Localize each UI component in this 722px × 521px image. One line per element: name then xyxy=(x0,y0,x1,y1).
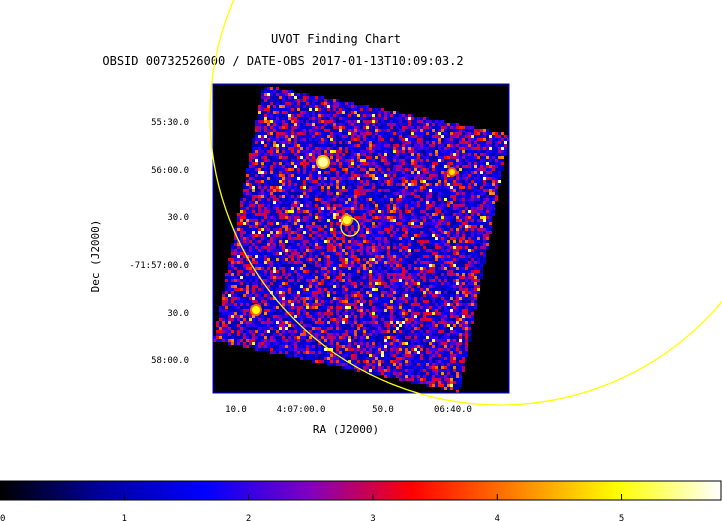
colorbar-tick-label: 5 xyxy=(619,514,624,521)
image-panel xyxy=(212,83,510,394)
x-tick-label: 10.0 xyxy=(225,405,247,415)
colorbar-ticks: 0 1 2 3 4 5 xyxy=(0,494,624,521)
colorbar-tick-label: 2 xyxy=(246,514,251,521)
source-b xyxy=(252,306,260,314)
bright-sources xyxy=(250,155,457,316)
colorbar-tick-label: 1 xyxy=(122,514,127,521)
x-tick-label: 06:40.0 xyxy=(434,405,472,415)
y-tick-label: 56:00.0 xyxy=(151,166,189,176)
x-axis-label: RA (J2000) xyxy=(313,423,379,436)
y-tick-label: 58:00.0 xyxy=(151,356,189,366)
colorbar: 0 1 2 3 4 5 xyxy=(0,480,722,521)
colorbar-tick-label: 0 xyxy=(0,514,5,521)
y-tick-label: 30.0 xyxy=(167,309,189,319)
y-tick-label: -71:57:00.0 xyxy=(129,261,189,271)
x-tick-label: 4:07:00.0 xyxy=(277,405,326,415)
x-tick-label: 50.0 xyxy=(372,405,394,415)
colorbar-tick-label: 3 xyxy=(370,514,375,521)
error-circle-large xyxy=(209,0,722,406)
chart-title: UVOT Finding Chart xyxy=(271,32,401,46)
colorbar-tick-label: 4 xyxy=(495,514,500,521)
y-axis-label: Dec (J2000) xyxy=(89,220,102,293)
source-c xyxy=(449,169,455,175)
y-tick-label: 30.0 xyxy=(167,213,189,223)
colorbar-gradient xyxy=(0,480,722,501)
chart-subtitle: OBSID 00732526000 / DATE-OBS 2017-01-13T… xyxy=(102,54,463,68)
exposure-pixels xyxy=(213,87,509,393)
x-axis-ticks: 10.0 4:07:00.0 50.0 06:40.0 xyxy=(225,405,472,415)
target-marker-circle xyxy=(340,217,360,237)
source-a xyxy=(318,157,328,167)
y-tick-label: 55:30.0 xyxy=(151,118,189,128)
image-frame xyxy=(212,83,510,394)
y-axis-ticks: 55:30.0 56:00.0 30.0 -71:57:00.0 30.0 58:00.0 xyxy=(129,118,189,366)
